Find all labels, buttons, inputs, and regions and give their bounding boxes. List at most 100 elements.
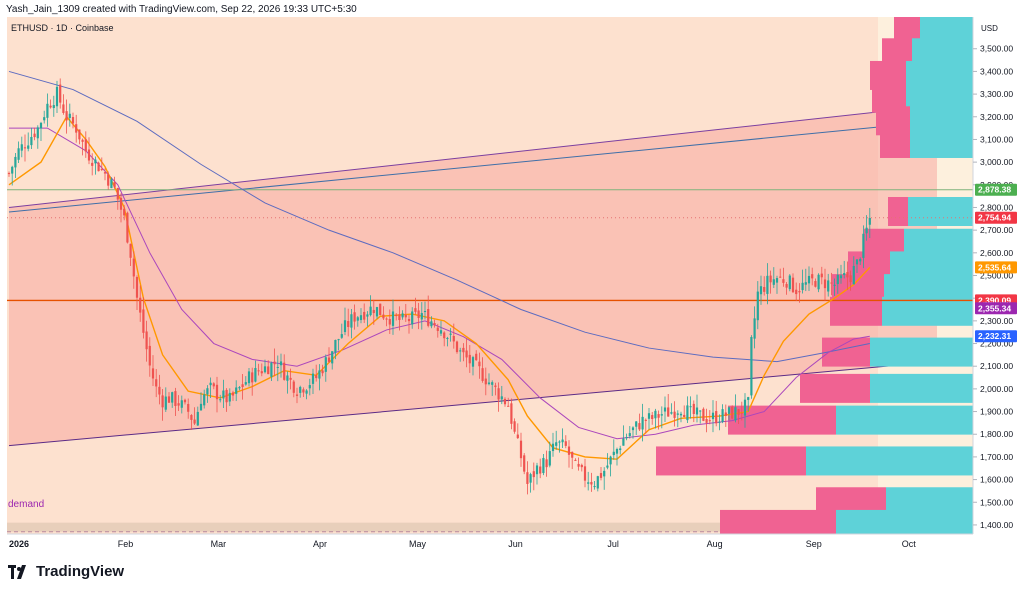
right-axis-bg[interactable] (973, 17, 1024, 534)
candle[interactable] (695, 407, 699, 415)
candle[interactable] (180, 400, 183, 408)
candle[interactable] (27, 145, 30, 149)
candle[interactable] (462, 347, 465, 353)
candle[interactable] (676, 413, 679, 415)
candle[interactable] (603, 470, 606, 477)
candle[interactable] (411, 311, 414, 325)
candle[interactable] (7, 173, 11, 175)
candle[interactable] (651, 415, 654, 420)
candle[interactable] (43, 117, 46, 121)
candle[interactable] (135, 276, 139, 298)
candle[interactable] (855, 259, 859, 265)
candle[interactable] (692, 403, 695, 414)
candle[interactable] (414, 308, 417, 312)
candle[interactable] (209, 382, 212, 386)
price-label-badge[interactable] (975, 302, 1017, 315)
candle[interactable] (59, 84, 62, 103)
candle[interactable] (775, 278, 779, 283)
candle[interactable] (804, 282, 807, 285)
candle[interactable] (798, 291, 801, 293)
candle[interactable] (615, 449, 619, 454)
candle[interactable] (686, 405, 689, 421)
candle[interactable] (846, 272, 849, 278)
candle[interactable] (526, 472, 529, 484)
candle[interactable] (238, 387, 241, 389)
candle[interactable] (478, 361, 481, 367)
candle[interactable] (222, 390, 225, 399)
candle[interactable] (164, 396, 167, 410)
candle[interactable] (558, 441, 561, 443)
candle[interactable] (433, 323, 436, 326)
candle[interactable] (731, 406, 734, 419)
candle[interactable] (203, 394, 206, 406)
candle[interactable] (593, 486, 596, 488)
candle[interactable] (212, 383, 215, 387)
candle[interactable] (721, 409, 724, 422)
candle[interactable] (30, 136, 33, 146)
candle[interactable] (391, 311, 395, 326)
candle[interactable] (241, 384, 244, 388)
candle[interactable] (849, 275, 852, 283)
candle[interactable] (55, 86, 59, 107)
candle[interactable] (423, 310, 427, 312)
candle[interactable] (305, 390, 308, 394)
candle[interactable] (123, 208, 126, 216)
candle[interactable] (97, 162, 100, 172)
candle[interactable] (289, 377, 292, 380)
candle[interactable] (519, 440, 523, 459)
candle[interactable] (446, 337, 449, 339)
candle[interactable] (167, 396, 171, 403)
candle[interactable] (484, 378, 487, 385)
candle[interactable] (231, 392, 235, 396)
tradingview-logo[interactable]: TradingView (8, 563, 124, 580)
candle[interactable] (785, 283, 788, 288)
candle[interactable] (583, 466, 587, 481)
candle[interactable] (78, 129, 81, 140)
trendline-blue[interactable] (8, 120, 938, 213)
candle[interactable] (868, 217, 871, 225)
candle[interactable] (340, 334, 343, 338)
candle[interactable] (699, 410, 702, 412)
candle[interactable] (590, 482, 593, 485)
candle[interactable] (756, 291, 759, 321)
candle[interactable] (641, 416, 644, 430)
candle[interactable] (174, 391, 177, 406)
candle[interactable] (321, 370, 324, 374)
candle[interactable] (46, 103, 49, 118)
candle[interactable] (129, 243, 132, 258)
candle[interactable] (487, 382, 491, 385)
candle[interactable] (836, 274, 839, 285)
candle[interactable] (439, 330, 443, 334)
candle[interactable] (279, 361, 283, 366)
candle[interactable] (110, 179, 113, 189)
candle[interactable] (14, 156, 17, 168)
candle[interactable] (407, 319, 411, 322)
candle[interactable] (548, 451, 551, 466)
candle[interactable] (769, 275, 772, 283)
candle[interactable] (219, 399, 222, 401)
candle[interactable] (452, 335, 455, 342)
candle[interactable] (398, 314, 401, 321)
candle[interactable] (193, 419, 196, 424)
candle[interactable] (683, 414, 686, 418)
candle[interactable] (151, 368, 155, 379)
candle[interactable] (177, 403, 180, 406)
candle[interactable] (244, 382, 247, 385)
candle[interactable] (247, 371, 251, 384)
candle[interactable] (711, 412, 715, 420)
channel-upper-line[interactable] (8, 104, 938, 208)
candle[interactable] (542, 457, 545, 474)
candle[interactable] (612, 451, 615, 456)
candle[interactable] (263, 366, 267, 373)
candle[interactable] (161, 395, 164, 408)
candle[interactable] (145, 331, 148, 350)
candle[interactable] (343, 320, 347, 333)
candle[interactable] (471, 357, 475, 367)
candle[interactable] (113, 182, 116, 188)
candle[interactable] (257, 370, 260, 372)
candle[interactable] (65, 111, 68, 121)
candle[interactable] (679, 413, 683, 416)
candle[interactable] (670, 412, 673, 414)
candle[interactable] (39, 122, 43, 129)
